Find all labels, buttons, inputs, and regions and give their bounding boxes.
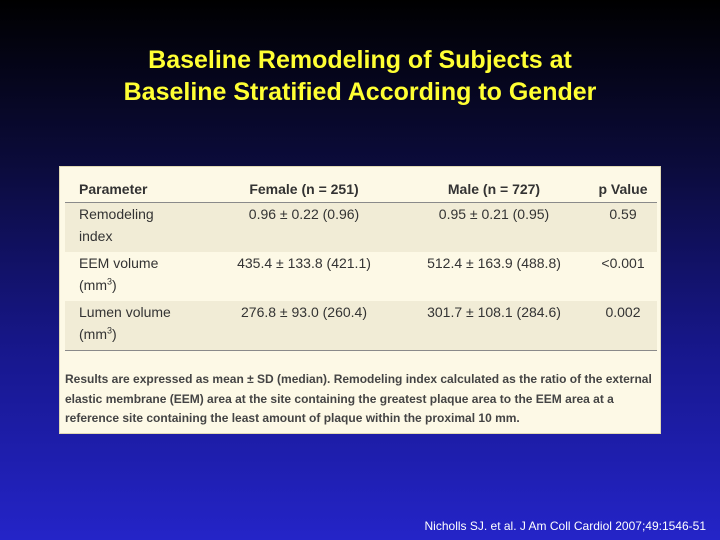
row-parameter-superscript: 3 <box>107 276 113 287</box>
row-parameter: EEM volume (mm3) <box>65 252 209 301</box>
table-footnote: Results are expressed as mean ± SD (medi… <box>65 372 652 425</box>
row-p-value: 0.59 <box>589 202 657 252</box>
header-female: Female (n = 251) <box>209 175 399 203</box>
row-parameter-line-1: Remodeling <box>79 206 154 222</box>
table-header-row: Parameter Female (n = 251) Male (n = 727… <box>65 175 657 203</box>
row-p-value: <0.001 <box>601 255 645 271</box>
slide-title-line-1: Baseline Remodeling of Subjects at <box>148 46 572 74</box>
table-row: EEM volume (mm3) 435.4 ± 133.8 (421.1) 5… <box>65 252 657 301</box>
row-p-value: 0.002 <box>589 301 657 351</box>
row-male-value: 512.4 ± 163.9 (488.8) <box>427 255 561 271</box>
row-parameter-superscript: 3 <box>107 325 113 336</box>
slide-title: Baseline Remodeling of Subjects at Basel… <box>0 44 720 108</box>
table-row: Lumen volume (mm3) 276.8 ± 93.0 (260.4) … <box>65 301 657 351</box>
header-p-value: p Value <box>589 175 657 203</box>
table-row: Remodeling index 0.96 ± 0.22 (0.96) 0.95… <box>65 202 657 252</box>
row-parameter-line-1: EEM volume <box>79 255 159 271</box>
header-male: Male (n = 727) <box>399 175 589 203</box>
row-parameter-suffix: ) <box>112 326 117 342</box>
row-male-value: 0.95 ± 0.21 (0.95) <box>399 202 589 252</box>
remodeling-table: Parameter Female (n = 251) Male (n = 727… <box>65 175 657 351</box>
citation: Nicholls SJ. et al. J Am Coll Cardiol 20… <box>424 519 706 533</box>
slide-title-line-2: Baseline Stratified According to Gender <box>123 78 597 106</box>
table-panel: Parameter Female (n = 251) Male (n = 727… <box>59 166 661 434</box>
row-parameter-suffix: ) <box>112 277 117 293</box>
row-male-value: 301.7 ± 108.1 (284.6) <box>399 301 589 351</box>
row-parameter: Remodeling index <box>65 202 209 252</box>
row-parameter-line-1: Lumen volume <box>79 304 171 320</box>
header-parameter: Parameter <box>65 175 209 203</box>
row-parameter-line-2: (mm <box>79 277 107 293</box>
row-female-value: 0.96 ± 0.22 (0.96) <box>209 202 399 252</box>
row-female-value: 435.4 ± 133.8 (421.1) <box>237 255 371 271</box>
row-parameter: Lumen volume (mm3) <box>65 301 209 351</box>
row-female-value: 276.8 ± 93.0 (260.4) <box>209 301 399 351</box>
row-parameter-line-2: index <box>79 228 113 244</box>
row-parameter-line-2: (mm <box>79 326 107 342</box>
